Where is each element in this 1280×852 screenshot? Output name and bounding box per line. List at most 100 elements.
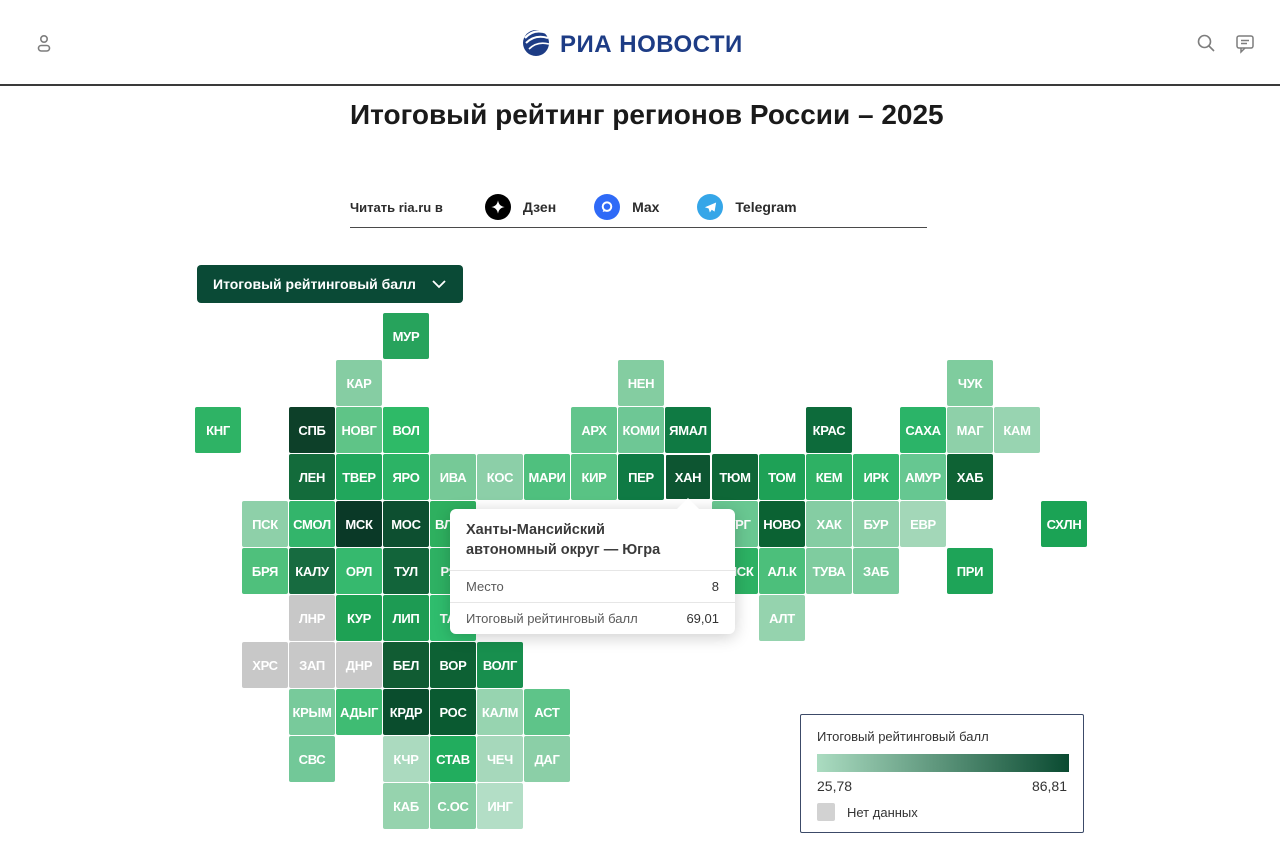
- region-tile[interactable]: КАБ: [383, 783, 429, 829]
- divider: [350, 227, 927, 228]
- region-tile[interactable]: АРХ: [571, 407, 617, 453]
- site-header: РИА НОВОСТИ: [0, 0, 1280, 86]
- region-tile[interactable]: РОС: [430, 689, 476, 735]
- comments-icon[interactable]: [1233, 31, 1257, 55]
- region-tile[interactable]: МАРИ: [524, 454, 570, 500]
- user-icon[interactable]: [32, 31, 56, 55]
- share-row: Читать ria.ru в Дзен Max: [350, 193, 835, 221]
- dzen-icon: [484, 194, 511, 220]
- region-tile[interactable]: СТАВ: [430, 736, 476, 782]
- legend-no-data: Нет данных: [817, 803, 1067, 821]
- region-tile[interactable]: ТВЕР: [336, 454, 382, 500]
- region-tile[interactable]: ЯМАЛ: [665, 407, 711, 453]
- legend-gradient-bar: [817, 754, 1069, 772]
- region-tile[interactable]: ПЕР: [618, 454, 664, 500]
- region-tile[interactable]: АСТ: [524, 689, 570, 735]
- social-max[interactable]: Max: [594, 194, 659, 220]
- region-tile[interactable]: БРЯ: [242, 548, 288, 594]
- social-dzen[interactable]: Дзен: [484, 194, 556, 220]
- search-icon[interactable]: [1194, 31, 1218, 55]
- region-tile[interactable]: ЧУК: [947, 360, 993, 406]
- region-tile[interactable]: МУР: [383, 313, 429, 359]
- legend-min: 25,78: [817, 778, 853, 794]
- region-tile[interactable]: ПРИ: [947, 548, 993, 594]
- region-tile[interactable]: КРДР: [383, 689, 429, 735]
- region-tile[interactable]: ВОЛГ: [477, 642, 523, 688]
- region-tile[interactable]: АЛ.К: [759, 548, 805, 594]
- region-tile[interactable]: КОМИ: [618, 407, 664, 453]
- max-icon: [594, 194, 621, 220]
- social-telegram[interactable]: Telegram: [697, 194, 797, 220]
- region-tile[interactable]: КИР: [571, 454, 617, 500]
- legend-box: Итоговый рейтинговый балл 25,78 86,81 Не…: [800, 714, 1084, 833]
- region-tile[interactable]: ДНР: [336, 642, 382, 688]
- region-tile[interactable]: МОС: [383, 501, 429, 547]
- region-tile[interactable]: СХЛН: [1041, 501, 1087, 547]
- region-tile[interactable]: КНГ: [195, 407, 241, 453]
- region-tile[interactable]: КАМ: [994, 407, 1040, 453]
- region-tile[interactable]: СМОЛ: [289, 501, 335, 547]
- region-tile[interactable]: ЗАБ: [853, 548, 899, 594]
- ria-logo[interactable]: РИА НОВОСТИ: [520, 26, 743, 63]
- region-tile[interactable]: ПСК: [242, 501, 288, 547]
- region-tile[interactable]: ДАГ: [524, 736, 570, 782]
- region-tile[interactable]: ЕВР: [900, 501, 946, 547]
- region-tile[interactable]: ЛИП: [383, 595, 429, 641]
- region-tile[interactable]: ТУВА: [806, 548, 852, 594]
- region-tile[interactable]: ХАН: [664, 453, 712, 501]
- region-tile[interactable]: МСК: [336, 501, 382, 547]
- legend-title: Итоговый рейтинговый балл: [817, 729, 989, 744]
- region-tile[interactable]: ЛЕН: [289, 454, 335, 500]
- region-tile[interactable]: БУР: [853, 501, 899, 547]
- read-in-label: Читать ria.ru в: [350, 199, 443, 215]
- region-tile[interactable]: АЛТ: [759, 595, 805, 641]
- tooltip-arrow-icon: [677, 498, 699, 509]
- region-tile[interactable]: САХА: [900, 407, 946, 453]
- region-tile[interactable]: ВОР: [430, 642, 476, 688]
- region-tile[interactable]: КОС: [477, 454, 523, 500]
- region-tile[interactable]: ТОМ: [759, 454, 805, 500]
- region-tile[interactable]: ЧЕЧ: [477, 736, 523, 782]
- region-tile[interactable]: ТЮМ: [712, 454, 758, 500]
- region-tile[interactable]: ЛНР: [289, 595, 335, 641]
- region-tile[interactable]: КАР: [336, 360, 382, 406]
- region-tile[interactable]: КРЫМ: [289, 689, 335, 735]
- region-tile[interactable]: КЕМ: [806, 454, 852, 500]
- tooltip-row-score: Итоговый рейтинговый балл 69,01: [450, 602, 735, 634]
- no-data-swatch: [817, 803, 835, 821]
- region-tile[interactable]: АДЫГ: [336, 689, 382, 735]
- region-tile[interactable]: ТУЛ: [383, 548, 429, 594]
- tooltip-rank-label: Место: [466, 579, 504, 595]
- region-tile[interactable]: ЯРО: [383, 454, 429, 500]
- region-tile[interactable]: НОВГ: [336, 407, 382, 453]
- no-data-label: Нет данных: [847, 804, 918, 820]
- region-tile[interactable]: ЗАП: [289, 642, 335, 688]
- region-tile[interactable]: АМУР: [900, 454, 946, 500]
- region-tile[interactable]: ХАБ: [947, 454, 993, 500]
- region-tile[interactable]: КРАС: [806, 407, 852, 453]
- region-tile[interactable]: ВОЛ: [383, 407, 429, 453]
- ria-globe-icon: [520, 26, 552, 63]
- region-tile[interactable]: СВС: [289, 736, 335, 782]
- telegram-label: Telegram: [735, 199, 797, 215]
- region-tile[interactable]: ИРК: [853, 454, 899, 500]
- region-tile[interactable]: НОВО: [759, 501, 805, 547]
- region-tile[interactable]: КАЛУ: [289, 548, 335, 594]
- region-tile[interactable]: ОРЛ: [336, 548, 382, 594]
- tooltip-row-rank: Место 8: [450, 570, 735, 602]
- region-tile[interactable]: КЧР: [383, 736, 429, 782]
- region-tile[interactable]: С.ОС: [430, 783, 476, 829]
- region-tile[interactable]: ХРС: [242, 642, 288, 688]
- region-tile[interactable]: КУР: [336, 595, 382, 641]
- region-tile[interactable]: МАГ: [947, 407, 993, 453]
- metric-dropdown[interactable]: Итоговый рейтинговый балл: [197, 265, 463, 303]
- region-tile[interactable]: БЕЛ: [383, 642, 429, 688]
- region-tile[interactable]: ХАК: [806, 501, 852, 547]
- region-tile[interactable]: ИВА: [430, 454, 476, 500]
- region-tile[interactable]: КАЛМ: [477, 689, 523, 735]
- region-tile[interactable]: НЕН: [618, 360, 664, 406]
- region-tile[interactable]: СПБ: [289, 407, 335, 453]
- region-tile[interactable]: ИНГ: [477, 783, 523, 829]
